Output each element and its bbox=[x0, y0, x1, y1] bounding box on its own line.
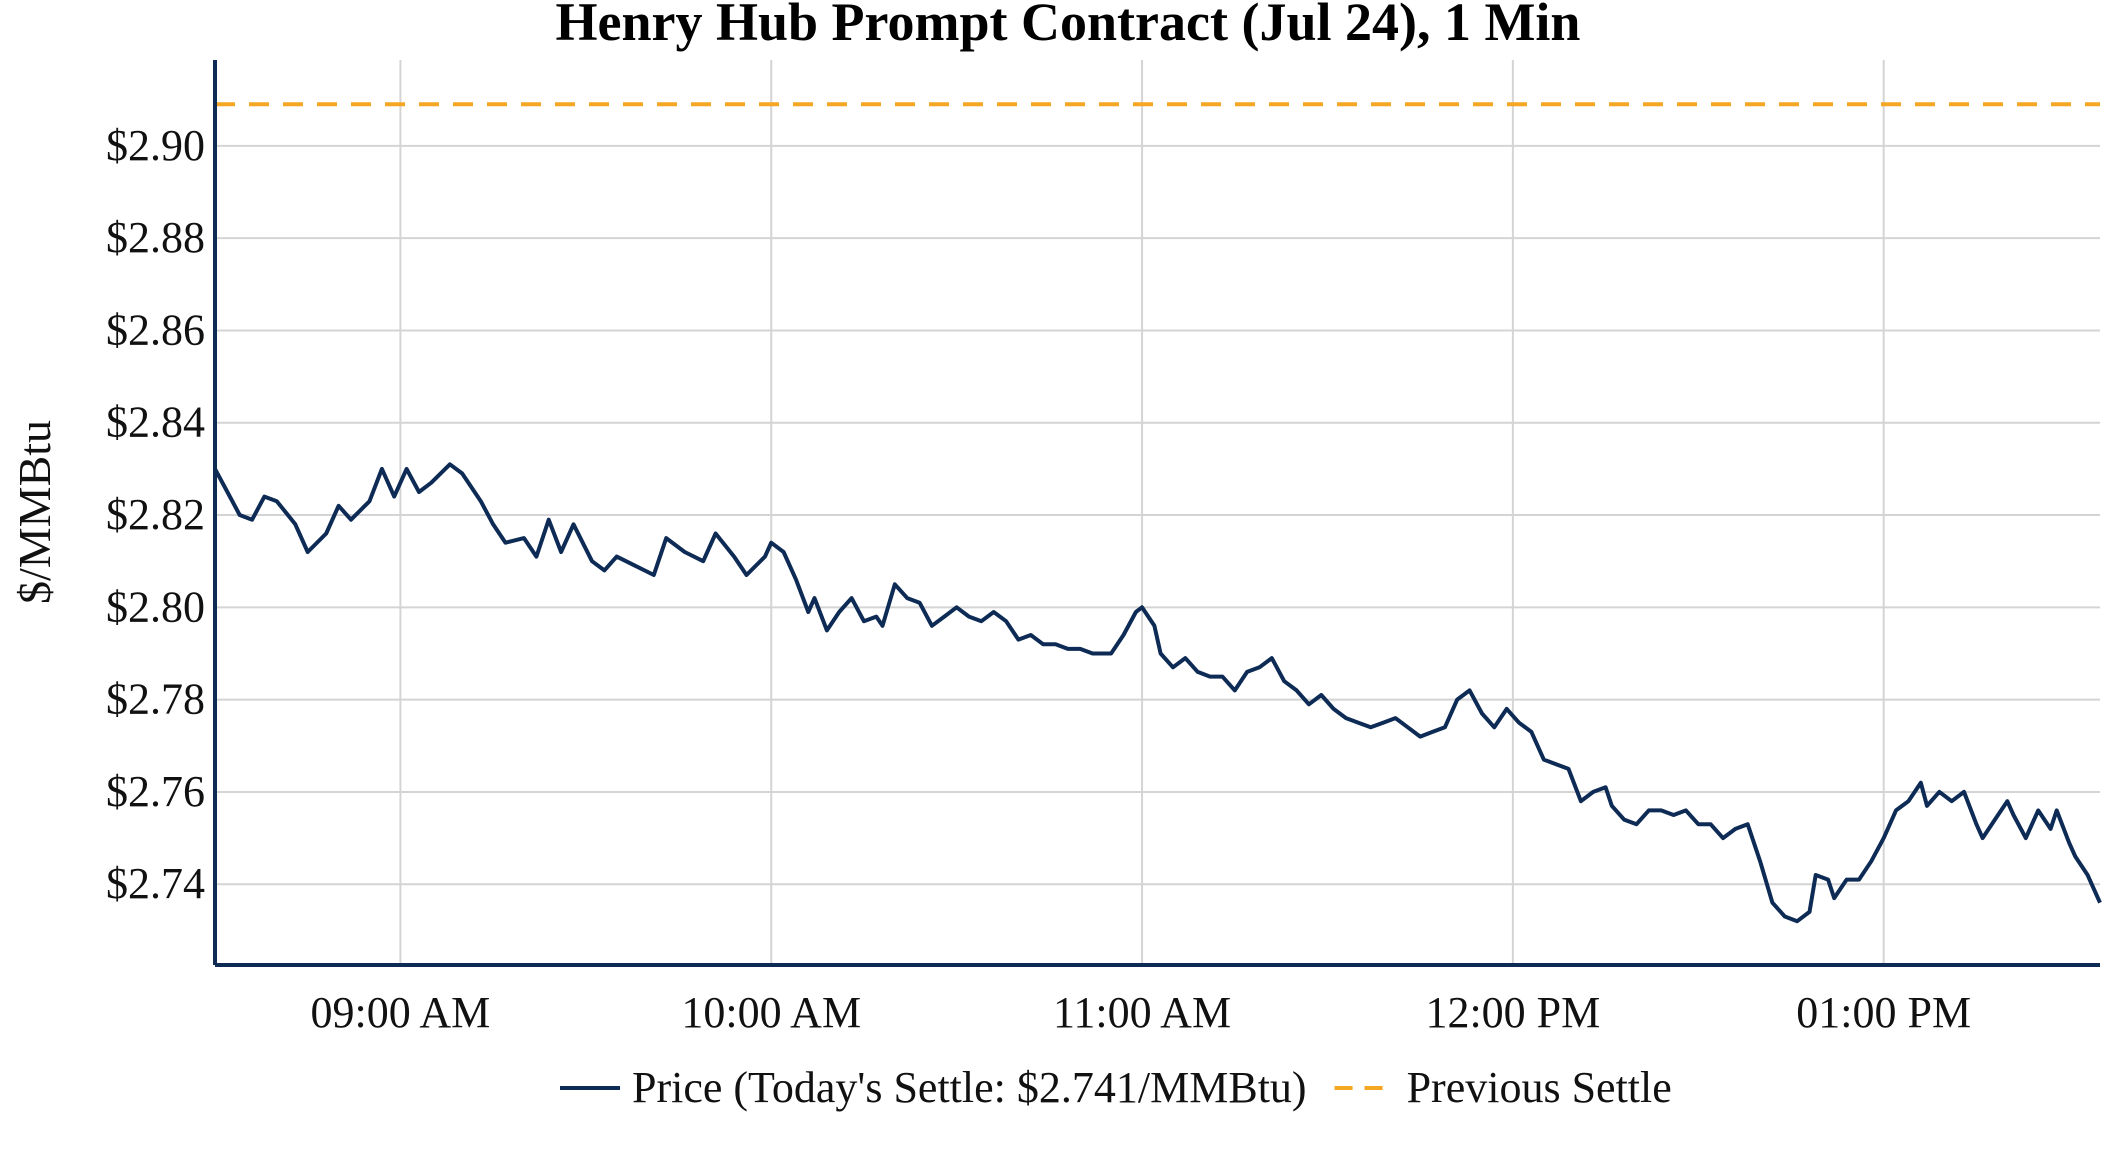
legend-label: Previous Settle bbox=[1407, 1063, 1672, 1112]
x-tick-label: 01:00 PM bbox=[1796, 988, 1971, 1037]
y-tick-label: $2.76 bbox=[106, 767, 205, 816]
price-line bbox=[213, 462, 2102, 924]
y-tick-label: $2.86 bbox=[106, 305, 205, 354]
chart-title: Henry Hub Prompt Contract (Jul 24), 1 Mi… bbox=[556, 0, 1581, 52]
series-lines bbox=[213, 102, 2102, 924]
legend: Price (Today's Settle: $2.741/MMBtu) Prev… bbox=[560, 1063, 1672, 1112]
x-tick-labels: 09:00 AM 10:00 AM 11:00 AM 12:00 PM 01:00 PM bbox=[311, 988, 1972, 1037]
legend-item: Price (Today's Settle: $2.741/MMBtu) bbox=[560, 1063, 1307, 1112]
y-tick-label: $2.78 bbox=[106, 675, 205, 724]
x-tick-label: 12:00 PM bbox=[1425, 988, 1600, 1037]
y-tick-label: $2.84 bbox=[106, 398, 205, 447]
y-tick-label: $2.88 bbox=[106, 213, 205, 262]
y-tick-labels: $2.74 $2.76 $2.78 $2.80 $2.82 $2.84 $2.86 $2.88… bbox=[106, 121, 205, 908]
axes bbox=[213, 60, 2100, 967]
x-tick-label: 09:00 AM bbox=[311, 988, 491, 1037]
gridlines bbox=[215, 60, 2100, 965]
x-tick-label: 11:00 AM bbox=[1053, 988, 1231, 1037]
legend-label: Price (Today's Settle: $2.741/MMBtu) bbox=[632, 1063, 1307, 1112]
y-axis-label: $/MMBtu bbox=[9, 420, 60, 604]
y-tick-label: $2.82 bbox=[106, 490, 205, 539]
y-tick-label: $2.90 bbox=[106, 121, 205, 170]
x-tick-label: 10:00 AM bbox=[681, 988, 861, 1037]
legend-item: Previous Settle bbox=[1334, 1063, 1672, 1112]
y-tick-label: $2.74 bbox=[106, 859, 205, 908]
y-tick-label: $2.80 bbox=[106, 582, 205, 631]
